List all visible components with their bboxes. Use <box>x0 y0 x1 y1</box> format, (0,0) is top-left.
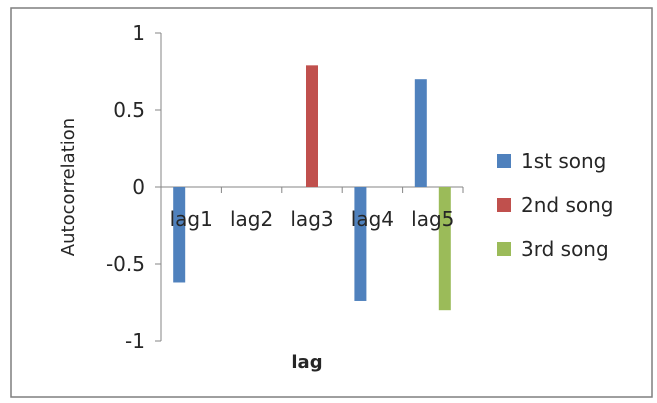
x-tick-label: lag3 <box>290 207 333 231</box>
legend-swatch-3 <box>497 242 511 256</box>
y-tick-label: -0.5 <box>106 252 145 276</box>
y-tick-label: 0 <box>132 175 145 199</box>
legend-label-1: 1st song <box>521 149 606 173</box>
x-tick-label: lag1 <box>170 207 213 231</box>
chart-border <box>10 7 653 398</box>
x-axis-label: lag <box>291 352 322 373</box>
y-axis-label: Autocorrelation <box>58 118 79 256</box>
x-tick-label: lag4 <box>351 207 394 231</box>
plot-area: 1 0.5 0 -0.5 -1 lag1 lag2 lag3 lag4 lag5 <box>106 21 464 353</box>
legend: 1st song 2nd song 3rd song <box>497 149 613 261</box>
legend-swatch-2 <box>497 198 511 212</box>
bar-1-lag5 <box>414 79 427 187</box>
x-tick-label: lag2 <box>230 207 273 231</box>
legend-label-3: 3rd song <box>521 237 609 261</box>
x-tick-label: lag5 <box>411 207 454 231</box>
bar-2-lag3 <box>306 65 318 187</box>
y-tick-label: 1 <box>132 21 145 45</box>
legend-swatch-1 <box>497 154 511 168</box>
y-tick-label: 0.5 <box>113 98 145 122</box>
bar-3-lag5 <box>438 187 451 311</box>
bar-1-lag4 <box>354 187 367 301</box>
bar-1-lag1 <box>173 187 186 283</box>
legend-label-2: 2nd song <box>521 193 613 217</box>
y-tick-label: -1 <box>125 329 145 353</box>
